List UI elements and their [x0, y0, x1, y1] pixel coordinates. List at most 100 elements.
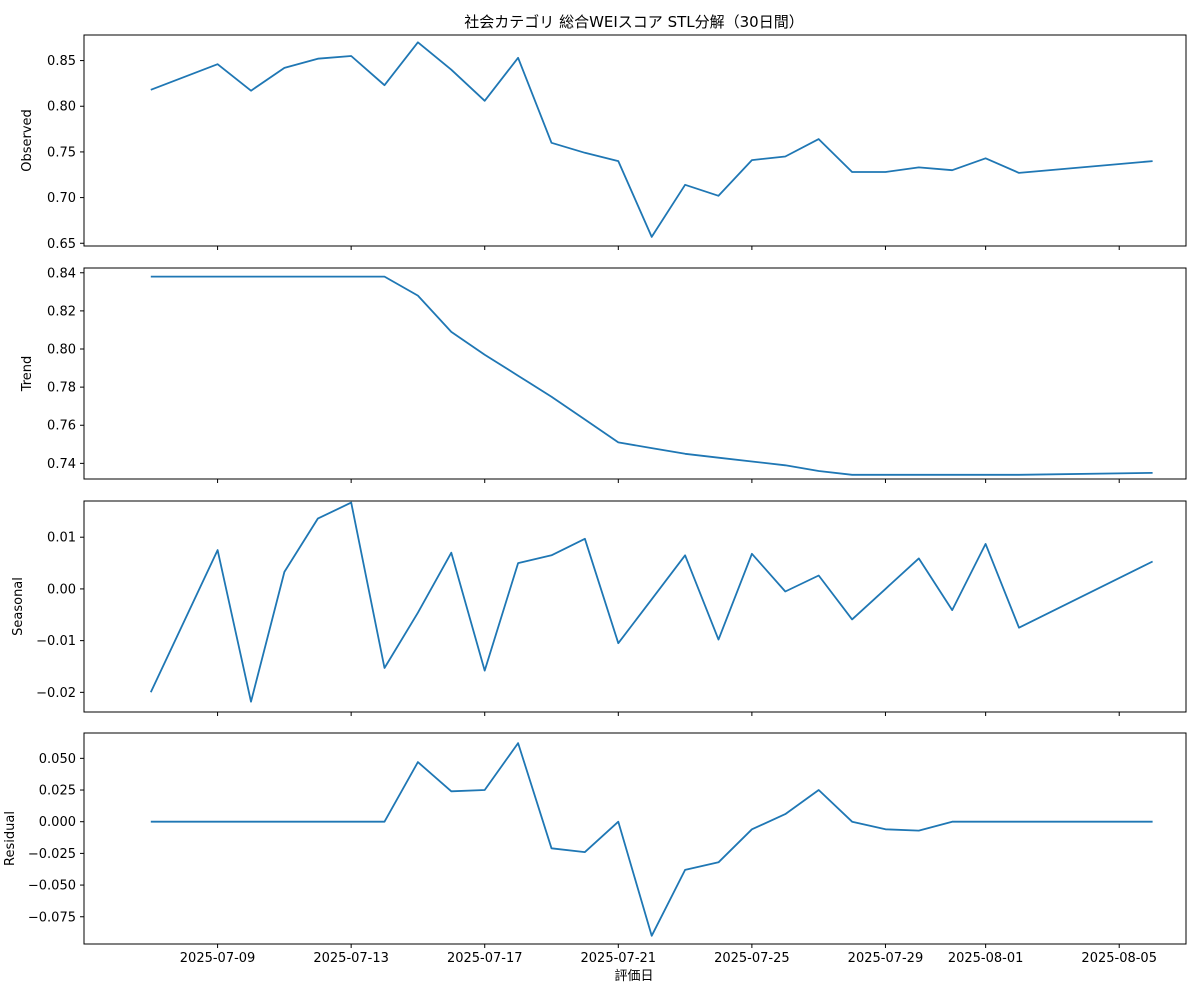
x-tick-label: 2025-07-13	[313, 951, 389, 966]
y-tick-label: 0.70	[47, 191, 76, 206]
series-line-seasonal	[149, 501, 1153, 703]
data-point	[951, 821, 953, 823]
y-tick-label: 0.74	[47, 457, 76, 472]
data-point	[384, 667, 386, 669]
data-point	[551, 142, 553, 144]
data-point	[784, 813, 786, 815]
data-point	[450, 69, 452, 71]
y-axis-label-seasonal: Seasonal	[11, 577, 26, 636]
data-point	[517, 562, 519, 564]
y-tick-label: 0.80	[47, 343, 76, 358]
data-point	[818, 470, 820, 472]
data-point	[985, 157, 987, 159]
data-point	[851, 171, 853, 173]
data-point	[651, 598, 653, 600]
data-point	[951, 609, 953, 611]
panel-residual: −0.075 −0.050 −0.025 0.000 0.025 0.050 Residua…	[3, 732, 1187, 948]
data-point	[885, 588, 887, 590]
y-tick-label: −0.075	[28, 910, 76, 925]
data-point	[217, 63, 219, 65]
data-point	[751, 828, 753, 830]
data-point	[551, 554, 553, 556]
data-point	[918, 830, 920, 832]
data-point	[851, 821, 853, 823]
series-line-residual	[150, 742, 1153, 937]
data-point	[250, 276, 252, 278]
y-tick-label: 0.01	[47, 531, 76, 546]
y-tick-label: 0.82	[47, 304, 76, 319]
panels-group: 0.65 0.70 0.75 0.80 0.85 Observed 0.74 0.76 0.78…	[3, 34, 1187, 948]
data-point	[617, 442, 619, 444]
data-point	[417, 41, 419, 43]
data-point	[818, 789, 820, 791]
data-point	[684, 184, 686, 186]
data-point	[317, 276, 319, 278]
data-point	[484, 670, 486, 672]
y-axis-label-residual: Residual	[3, 811, 18, 866]
data-point	[584, 419, 586, 421]
chart-title: 社会カテゴリ 総合WEIスコア STL分解（30日間）	[464, 13, 803, 31]
data-point	[517, 57, 519, 59]
data-point	[384, 84, 386, 86]
y-tick-label: 0.78	[47, 381, 76, 396]
data-point	[417, 761, 419, 763]
y-tick-label: 0.84	[47, 266, 76, 281]
data-point	[517, 742, 519, 744]
data-point	[551, 396, 553, 398]
data-point	[517, 375, 519, 377]
panel-frame	[83, 732, 1187, 945]
panel-trend: 0.74 0.76 0.78 0.80 0.82 0.84 Trend	[20, 266, 1187, 483]
data-point	[384, 821, 386, 823]
data-point	[951, 474, 953, 476]
data-point	[317, 58, 319, 60]
data-point	[918, 474, 920, 476]
data-point	[684, 453, 686, 455]
data-point	[985, 543, 987, 545]
data-point	[1152, 472, 1154, 474]
panel-seasonal: −0.02 −0.01 0.00 0.01 Seasonal	[11, 500, 1187, 716]
data-point	[150, 691, 152, 693]
data-point	[684, 554, 686, 556]
y-tick-label: −0.025	[28, 847, 76, 862]
data-point	[784, 591, 786, 593]
data-point	[250, 90, 252, 92]
y-axis-label-observed: Observed	[20, 109, 35, 172]
data-point	[584, 851, 586, 853]
x-tick-label: 2025-08-01	[948, 951, 1024, 966]
data-point	[350, 276, 352, 278]
data-point	[551, 847, 553, 849]
y-axis-label-trend: Trend	[20, 356, 35, 393]
x-tick-label: 2025-08-05	[1081, 951, 1157, 966]
data-point	[250, 701, 252, 703]
series-line-trend	[150, 275, 1153, 476]
data-point	[150, 821, 152, 823]
data-point	[450, 552, 452, 554]
data-point	[284, 821, 286, 823]
data-point	[317, 518, 319, 520]
data-point	[1152, 561, 1154, 563]
y-tick-label: −0.050	[28, 879, 76, 894]
data-point	[1152, 821, 1154, 823]
data-point	[617, 821, 619, 823]
data-point	[417, 295, 419, 297]
data-point	[450, 331, 452, 333]
data-point	[350, 55, 352, 57]
x-tick-label: 2025-07-09	[180, 951, 256, 966]
y-tick-label: 0.75	[47, 145, 76, 160]
y-tick-label: 0.80	[47, 100, 76, 115]
data-point	[1152, 160, 1154, 162]
data-point	[1018, 474, 1020, 476]
data-point	[384, 276, 386, 278]
data-point	[1018, 821, 1020, 823]
y-tick-label: 0.76	[47, 419, 76, 434]
y-tick-label: 0.000	[39, 815, 76, 830]
data-point	[651, 935, 653, 937]
y-tick-label: 0.65	[47, 237, 76, 252]
data-point	[751, 461, 753, 463]
data-point	[284, 571, 286, 573]
data-point	[284, 276, 286, 278]
data-point	[417, 612, 419, 614]
panel-observed: 0.65 0.70 0.75 0.80 0.85 Observed	[20, 34, 1187, 252]
data-point	[718, 457, 720, 459]
